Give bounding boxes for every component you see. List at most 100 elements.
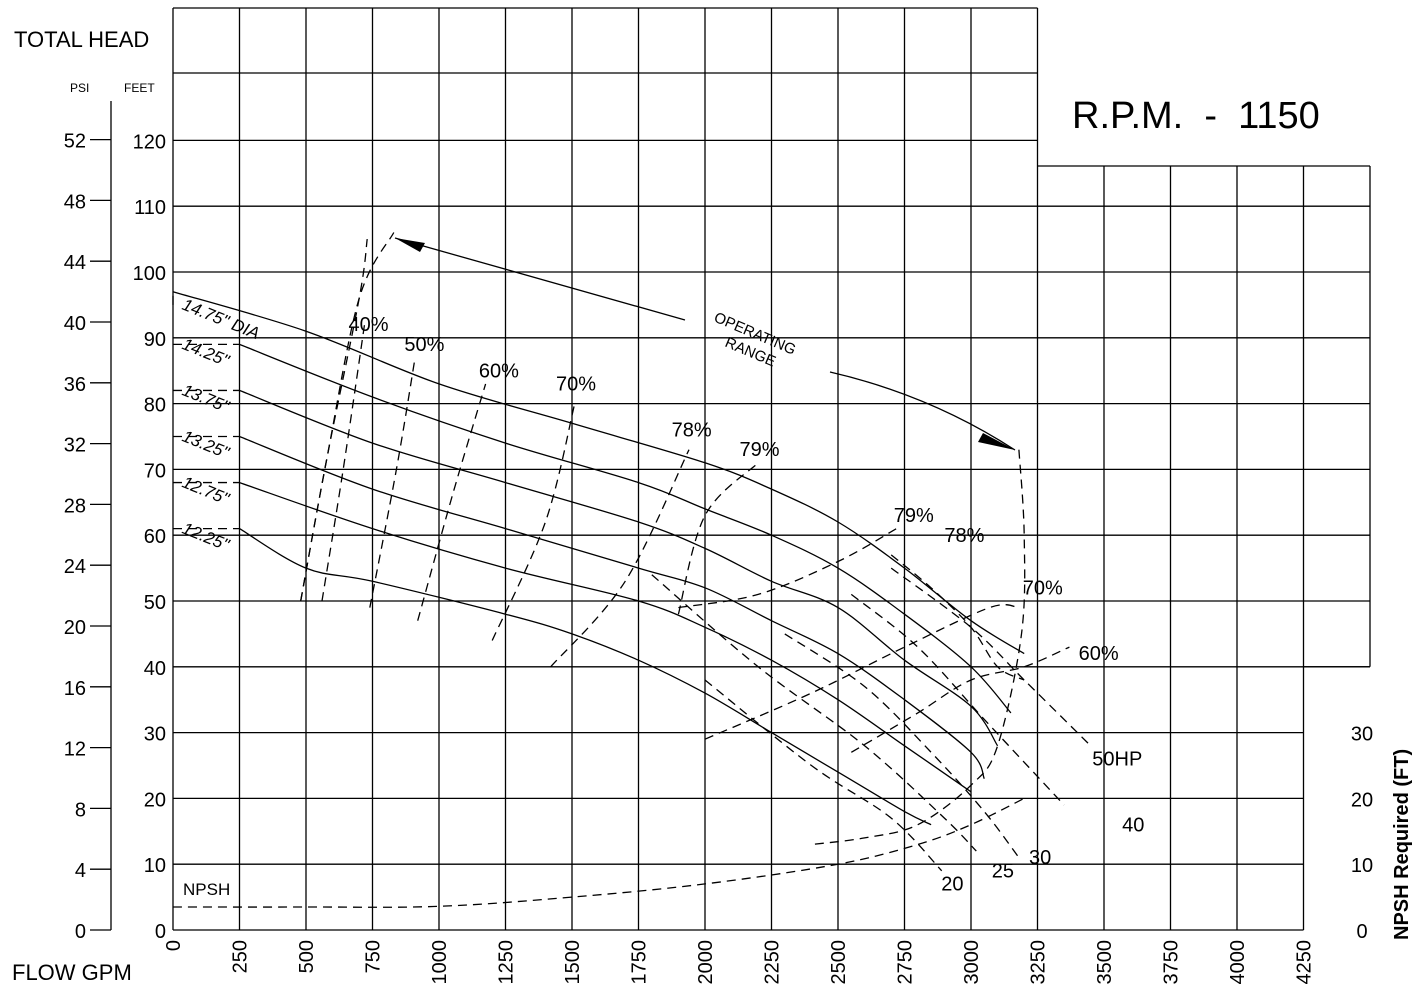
impeller-curve xyxy=(239,481,972,793)
efficiency-label: 78% xyxy=(672,420,712,442)
psi-tick-label: 12 xyxy=(64,739,86,761)
psi-tick-label: 32 xyxy=(64,435,86,457)
operating-range-arrow-left xyxy=(394,237,686,321)
npsh-curve xyxy=(172,797,1025,908)
feet-tick-label: 20 xyxy=(144,789,166,811)
npsh-curve-label: NPSH xyxy=(183,880,230,899)
efficiency-label: 60% xyxy=(479,360,519,382)
flow-tick-label: 2250 xyxy=(762,940,784,985)
feet-tick-label: 120 xyxy=(133,131,166,153)
flow-tick-label: 1250 xyxy=(496,940,518,985)
efficiency-curve xyxy=(491,403,576,641)
flow-label: FLOW GPM xyxy=(12,960,132,985)
operating-range-arrowhead-right xyxy=(978,433,1015,450)
npsh-tick-label: 10 xyxy=(1351,855,1373,877)
feet-tick-label: 70 xyxy=(144,460,166,482)
impeller-label: 13.75" xyxy=(180,381,233,417)
efficiency-curve xyxy=(321,324,366,602)
flow-tick-label: 250 xyxy=(230,940,252,973)
efficiency-label: 78% xyxy=(944,525,984,547)
efficiency-label: 50% xyxy=(404,334,444,356)
feet-tick-label: 10 xyxy=(144,855,166,877)
feet-tick-label: 90 xyxy=(144,329,166,351)
psi-tick-label: 0 xyxy=(75,921,86,943)
psi-tick-label: 44 xyxy=(64,252,86,274)
npsh-axis-label: NPSH Required (FT) xyxy=(1391,749,1412,940)
horsepower-curve xyxy=(704,679,943,872)
flow-tick-label: 1750 xyxy=(629,940,651,985)
npsh-tick-label: 20 xyxy=(1351,789,1373,811)
flow-tick-label: 3500 xyxy=(1094,940,1116,985)
feet-tick-label: 80 xyxy=(144,395,166,417)
flow-tick-label: 750 xyxy=(363,940,385,973)
impeller-curve xyxy=(172,291,1025,655)
flow-tick-label: 2000 xyxy=(695,940,717,985)
efficiency-curve xyxy=(890,554,1025,681)
horsepower-label: 20 xyxy=(941,874,963,896)
rpm-label: R.P.M. - 1150 xyxy=(1072,95,1320,137)
efficiency-label: 40% xyxy=(348,314,388,336)
horsepower-label: 25 xyxy=(992,860,1014,882)
impeller-curve xyxy=(239,389,999,747)
impeller-label: 12.25" xyxy=(180,519,233,555)
horsepower-curve xyxy=(850,593,1065,806)
feet-tick-label: 100 xyxy=(133,263,166,285)
impeller-curve xyxy=(239,528,932,826)
efficiency-label: 70% xyxy=(1023,577,1063,599)
psi-tick-label: 40 xyxy=(64,313,86,335)
horsepower-curve xyxy=(784,633,1020,858)
feet-tick-label: 30 xyxy=(144,724,166,746)
efficiency-curve xyxy=(704,604,1019,740)
chart-axes: 0481216202428323640444852010203040506070… xyxy=(64,101,1373,985)
flow-tick-label: 3750 xyxy=(1161,940,1183,985)
chart-grid xyxy=(172,7,1371,931)
flow-tick-label: 1500 xyxy=(562,940,584,985)
efficiency-curve xyxy=(417,383,487,621)
npsh-tick-label: 30 xyxy=(1351,724,1373,746)
chart-labels: 14.75" DIA14.25"13.75"13.25"12.75"12.25"… xyxy=(180,295,1145,896)
flow-tick-label: 3250 xyxy=(1028,940,1050,985)
horsepower-label: 50HP xyxy=(1092,749,1142,771)
psi-tick-label: 16 xyxy=(64,678,86,700)
psi-tick-label: 28 xyxy=(64,495,86,517)
feet-label: FEET xyxy=(124,81,155,95)
impeller-label: 14.25" xyxy=(180,334,233,370)
psi-tick-label: 20 xyxy=(64,617,86,639)
feet-tick-label: 110 xyxy=(134,197,166,219)
chart-curves xyxy=(172,232,1092,908)
horsepower-label: 40 xyxy=(1122,814,1144,836)
feet-tick-label: 40 xyxy=(144,658,166,680)
impeller-label: 13.25" xyxy=(180,427,233,463)
flow-tick-label: 1000 xyxy=(429,940,451,985)
efficiency-curve xyxy=(550,449,690,668)
feet-tick-label: 50 xyxy=(144,592,166,614)
efficiency-curve xyxy=(678,528,897,609)
operating-range-arrow-right xyxy=(829,371,1016,451)
efficiency-curve xyxy=(850,646,1070,753)
operating-range-arrowhead-left xyxy=(395,238,425,252)
psi-tick-label: 24 xyxy=(64,556,86,578)
efficiency-label: 79% xyxy=(894,505,934,527)
efficiency-label: 60% xyxy=(1079,643,1119,665)
psi-tick-label: 4 xyxy=(75,860,86,882)
horsepower-curve xyxy=(651,574,977,852)
total-head-label: TOTAL HEAD xyxy=(14,27,149,52)
flow-tick-label: 4250 xyxy=(1294,940,1316,985)
impeller-curve xyxy=(239,435,985,779)
efficiency-curve xyxy=(369,357,416,608)
horsepower-curve xyxy=(890,567,1092,747)
operating-range-right xyxy=(811,449,1026,846)
npsh-tick-label: 0 xyxy=(1356,921,1367,943)
horsepower-label: 30 xyxy=(1029,847,1051,869)
operating-range-left xyxy=(300,232,395,602)
feet-tick-label: 0 xyxy=(155,921,166,943)
flow-tick-label: 0 xyxy=(163,940,185,951)
psi-tick-label: 8 xyxy=(75,799,86,821)
flow-tick-label: 3000 xyxy=(961,940,983,985)
feet-tick-label: 60 xyxy=(144,526,166,548)
flow-tick-label: 2500 xyxy=(828,940,850,985)
psi-tick-label: 36 xyxy=(64,374,86,396)
flow-tick-label: 4000 xyxy=(1227,940,1249,985)
impeller-label: 12.75" xyxy=(180,473,233,509)
